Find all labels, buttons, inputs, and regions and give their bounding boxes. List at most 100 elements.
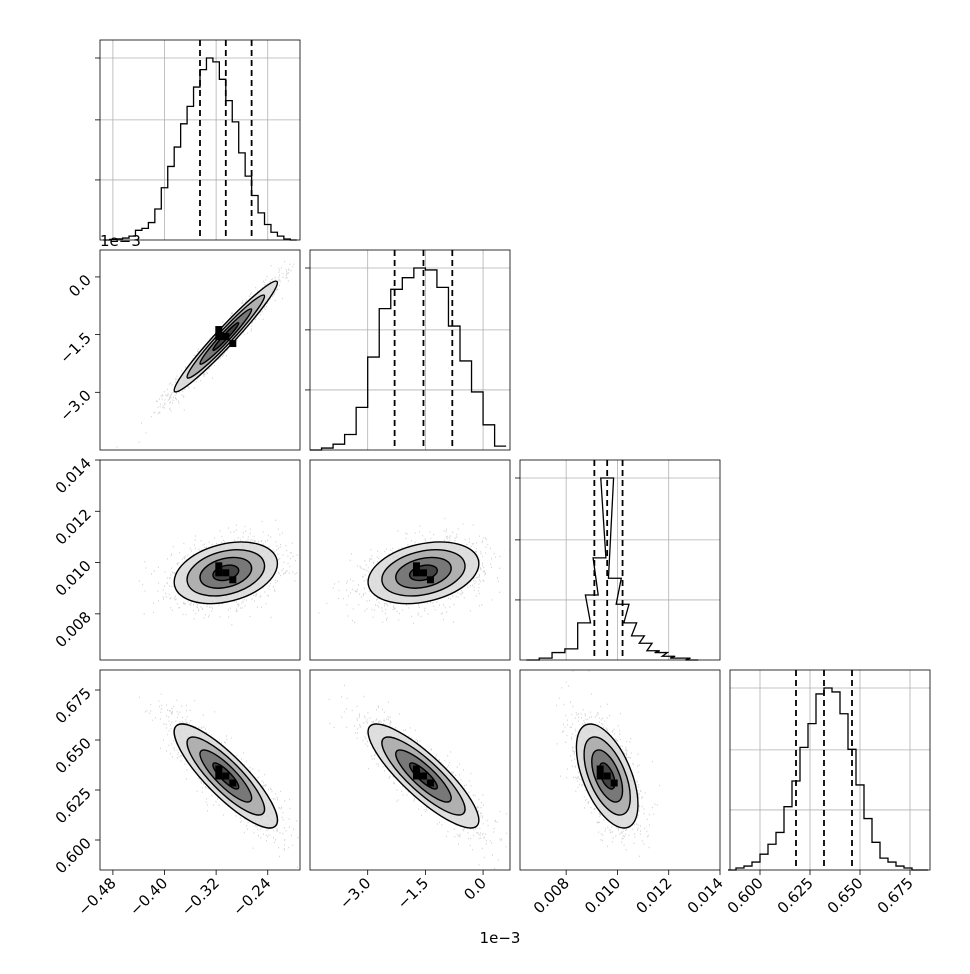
contour-line — [598, 762, 616, 790]
density-core — [229, 779, 237, 787]
x-tick-label: −0.32 — [178, 874, 223, 919]
x-tick-label: 0.600 — [724, 874, 767, 917]
x-tick-label: 0.625 — [774, 874, 817, 917]
scatter-panel-2-0 — [99, 459, 301, 661]
y-tick-label: 0.010 — [52, 557, 95, 600]
panel-content — [138, 519, 298, 626]
panel-frame — [99, 669, 301, 871]
scatter-panel-3-2 — [519, 669, 721, 871]
panel-bg — [100, 250, 300, 450]
density-core — [412, 569, 420, 577]
panel-content — [556, 670, 661, 857]
density-core — [419, 569, 427, 577]
x-tick-label: 0.0 — [460, 874, 490, 904]
panel-frame — [99, 39, 301, 241]
y-tick-label: 0.675 — [52, 684, 95, 727]
panel-frame — [309, 249, 511, 451]
contour-line — [408, 762, 439, 790]
panel-bg — [730, 670, 930, 870]
panel-content — [328, 684, 507, 870]
contour-line — [173, 723, 279, 829]
x-tick-label: −3.0 — [336, 874, 374, 912]
density-core — [222, 569, 230, 577]
histogram-step-line — [728, 687, 928, 871]
contour-line — [212, 321, 240, 352]
x-offset-label: 1e−3 — [480, 929, 521, 947]
contour-line — [367, 723, 480, 829]
y-tick-label: 0.600 — [52, 834, 95, 877]
density-core — [603, 772, 611, 780]
density-core — [412, 562, 420, 570]
x-tick-label: 0.650 — [824, 874, 867, 917]
y-tick-label: −1.5 — [56, 329, 94, 367]
histogram-step-line — [103, 57, 297, 241]
x-tick-label: 0.012 — [632, 874, 675, 917]
contour-line — [381, 736, 466, 816]
density-core — [426, 779, 434, 787]
panel-frame — [99, 459, 301, 661]
y-offset-label: 1e−3 — [100, 232, 141, 250]
contour-line — [186, 549, 266, 597]
contour-line — [395, 556, 452, 589]
density-core — [222, 772, 230, 780]
contour-line — [186, 736, 266, 816]
x-tick-label: −0.48 — [74, 874, 119, 919]
contour-line — [583, 736, 631, 816]
panel-bg — [310, 250, 510, 450]
density-core — [222, 333, 230, 341]
panel-frame — [309, 669, 511, 871]
y-tick-label: 0.008 — [52, 608, 95, 651]
contour-line — [395, 749, 452, 803]
contour-line — [591, 749, 624, 803]
scatter-panel-1-0 — [99, 249, 301, 451]
y-tick-label: 0.012 — [52, 505, 95, 548]
density-core — [426, 576, 434, 584]
contour-line — [173, 280, 279, 393]
scatter-panel-3-1 — [309, 669, 511, 871]
density-core — [229, 576, 237, 584]
density-core — [419, 772, 427, 780]
contour-line — [199, 308, 253, 365]
contour-line — [367, 541, 480, 605]
x-tick-label: 0.014 — [684, 874, 727, 917]
x-tick-label: −1.5 — [394, 874, 432, 912]
panel-frame — [309, 459, 511, 661]
hist-panel-2 — [515, 459, 721, 661]
contour-line — [212, 762, 240, 790]
x-tick-label: 0.008 — [530, 874, 573, 917]
hist-panel-3 — [728, 669, 931, 871]
panel-frame — [99, 249, 301, 451]
y-tick-label: 0.0 — [65, 271, 95, 301]
x-tick-label: −0.24 — [229, 874, 274, 919]
density-core — [215, 765, 223, 773]
contour-line — [199, 556, 253, 589]
contour-line — [575, 723, 639, 829]
panel-content — [138, 670, 300, 868]
contour-line — [186, 294, 266, 379]
panel-content — [318, 517, 510, 624]
y-tick-label: −3.0 — [56, 386, 94, 424]
contour-line — [199, 749, 253, 803]
contour-line — [408, 564, 439, 582]
density-core — [412, 765, 420, 773]
contour-line — [381, 549, 466, 597]
panel-bg — [520, 460, 720, 660]
x-tick-label: 0.010 — [581, 874, 624, 917]
hist-panel-1 — [305, 249, 511, 451]
scatter-panel-3-0 — [99, 669, 301, 871]
density-core — [215, 569, 223, 577]
panel-frame — [519, 669, 721, 871]
panel-frame — [729, 669, 931, 871]
y-tick-label: 0.014 — [52, 454, 95, 497]
density-core — [215, 562, 223, 570]
y-tick-label: 0.625 — [52, 784, 95, 827]
panel-content — [116, 260, 295, 448]
contour-line — [173, 541, 279, 605]
hist-panel-0 — [95, 39, 301, 241]
contour-line — [212, 564, 240, 582]
x-tick-label: −0.40 — [126, 874, 171, 919]
y-tick-label: 0.650 — [52, 734, 95, 777]
panel-frame — [519, 459, 721, 661]
